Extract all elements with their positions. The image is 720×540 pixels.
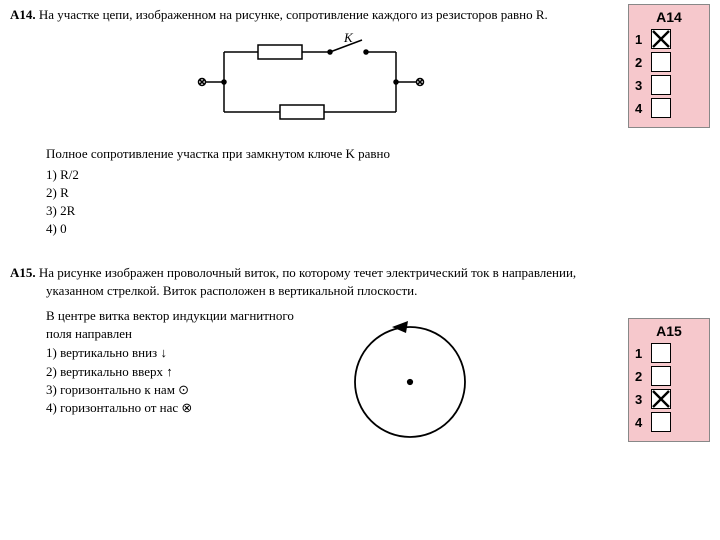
q14-circuit: K: [10, 32, 610, 136]
ans15-cell-3[interactable]: [651, 389, 671, 409]
q15-loop: [320, 307, 490, 451]
q15-number: А15.: [10, 265, 36, 280]
q14-opt-4: 4) 0: [46, 220, 610, 238]
q15-stem: А15. На рисунке изображен проволочный ви…: [10, 264, 610, 299]
content: А14. На участке цепи, изображенном на ри…: [10, 6, 610, 451]
q15-options: 1) вертикально вниз ↓ 2) вертикально вве…: [10, 344, 310, 417]
q15-opt-3: 3) горизонтально к нам ⊙: [46, 381, 310, 399]
ans14-title: А14: [635, 9, 703, 25]
q15-opt-2: 2) вертикально вверх ↑: [46, 363, 310, 381]
ans15-cell-2[interactable]: [651, 366, 671, 386]
switch-label: K: [343, 32, 354, 45]
ans14-cell-4[interactable]: [651, 98, 671, 118]
ans14-cell-3[interactable]: [651, 75, 671, 95]
q15-opt-4: 4) горизонтально от нас ⊗: [46, 399, 310, 417]
q14-options: 1) R/2 2) R 3) 2R 4) 0: [10, 166, 610, 239]
q14-stem: А14. На участке цепи, изображенном на ри…: [10, 6, 610, 24]
q14-opt-1: 1) R/2: [46, 166, 610, 184]
q14-after: Полное сопротивление участка при замкнут…: [10, 146, 610, 162]
q14-text: На участке цепи, изображенном на рисунке…: [39, 7, 548, 22]
ans14-cell-1[interactable]: [651, 29, 671, 49]
ans14-cell-2[interactable]: [651, 52, 671, 72]
q15-text: На рисунке изображен проволочный виток, …: [39, 265, 576, 298]
ans15-cell-1[interactable]: [651, 343, 671, 363]
answer-box-a15: А15 1 2 3 4: [628, 318, 710, 442]
ans15-cell-4[interactable]: [651, 412, 671, 432]
q14-opt-3: 3) 2R: [46, 202, 610, 220]
ans15-title: А15: [635, 323, 703, 339]
q15-opt-1: 1) вертикально вниз ↓: [46, 344, 310, 362]
q14-number: А14.: [10, 7, 36, 22]
answer-box-a14: А14 1 2 3 4: [628, 4, 710, 128]
q15-text2: В центре витка вектор индукции магнитног…: [10, 307, 310, 342]
q14-opt-2: 2) R: [46, 184, 610, 202]
